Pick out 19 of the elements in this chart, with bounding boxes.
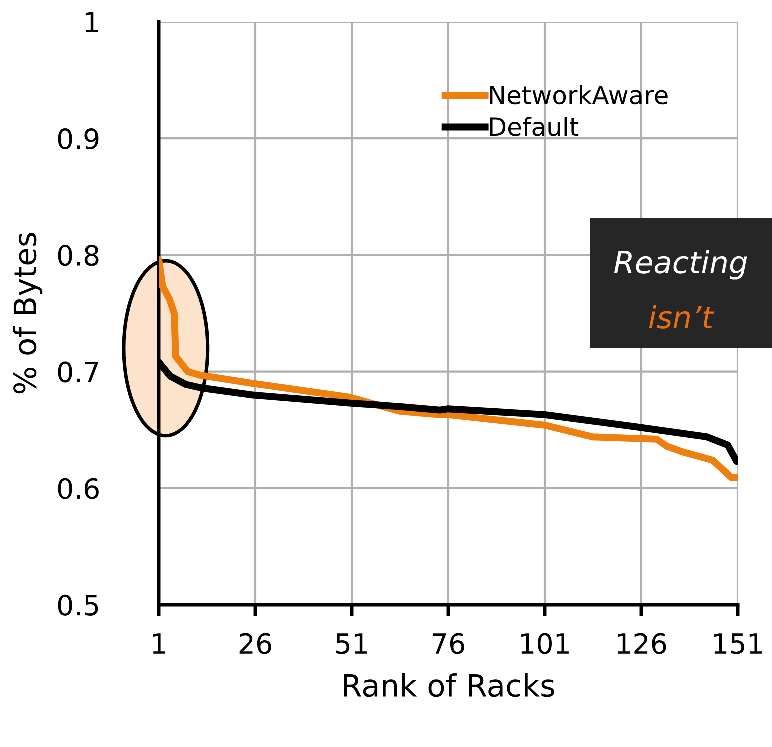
- y-axis-title: % of Bytes: [13, 233, 43, 394]
- x-axis-title: Rank of Racks: [344, 674, 554, 698]
- x-tick-label: 1: [153, 634, 166, 654]
- annotation: Reacting: [614, 250, 748, 280]
- y-tick-label: 0.5: [58, 594, 98, 616]
- y-tick-label: 0.7: [58, 362, 98, 383]
- annotation: isn’t: [649, 305, 715, 329]
- x-tick-label: 101: [522, 633, 569, 654]
- y-tick-label: 0.8: [58, 245, 99, 266]
- legend-label: Default: [490, 117, 579, 136]
- legend-label: NetworkAware: [490, 85, 668, 105]
- y-tick-label: 0.6: [58, 478, 99, 500]
- x-tick-label: 151: [714, 634, 762, 654]
- x-tick-label: 126: [618, 633, 666, 654]
- y-tick-label: 1: [86, 12, 98, 33]
- x-tick-label: 51: [336, 634, 368, 654]
- x-tick-label: 76: [433, 633, 464, 654]
- y-tick-label: 0.9: [58, 128, 99, 150]
- x-tick-label: 26: [240, 633, 272, 654]
